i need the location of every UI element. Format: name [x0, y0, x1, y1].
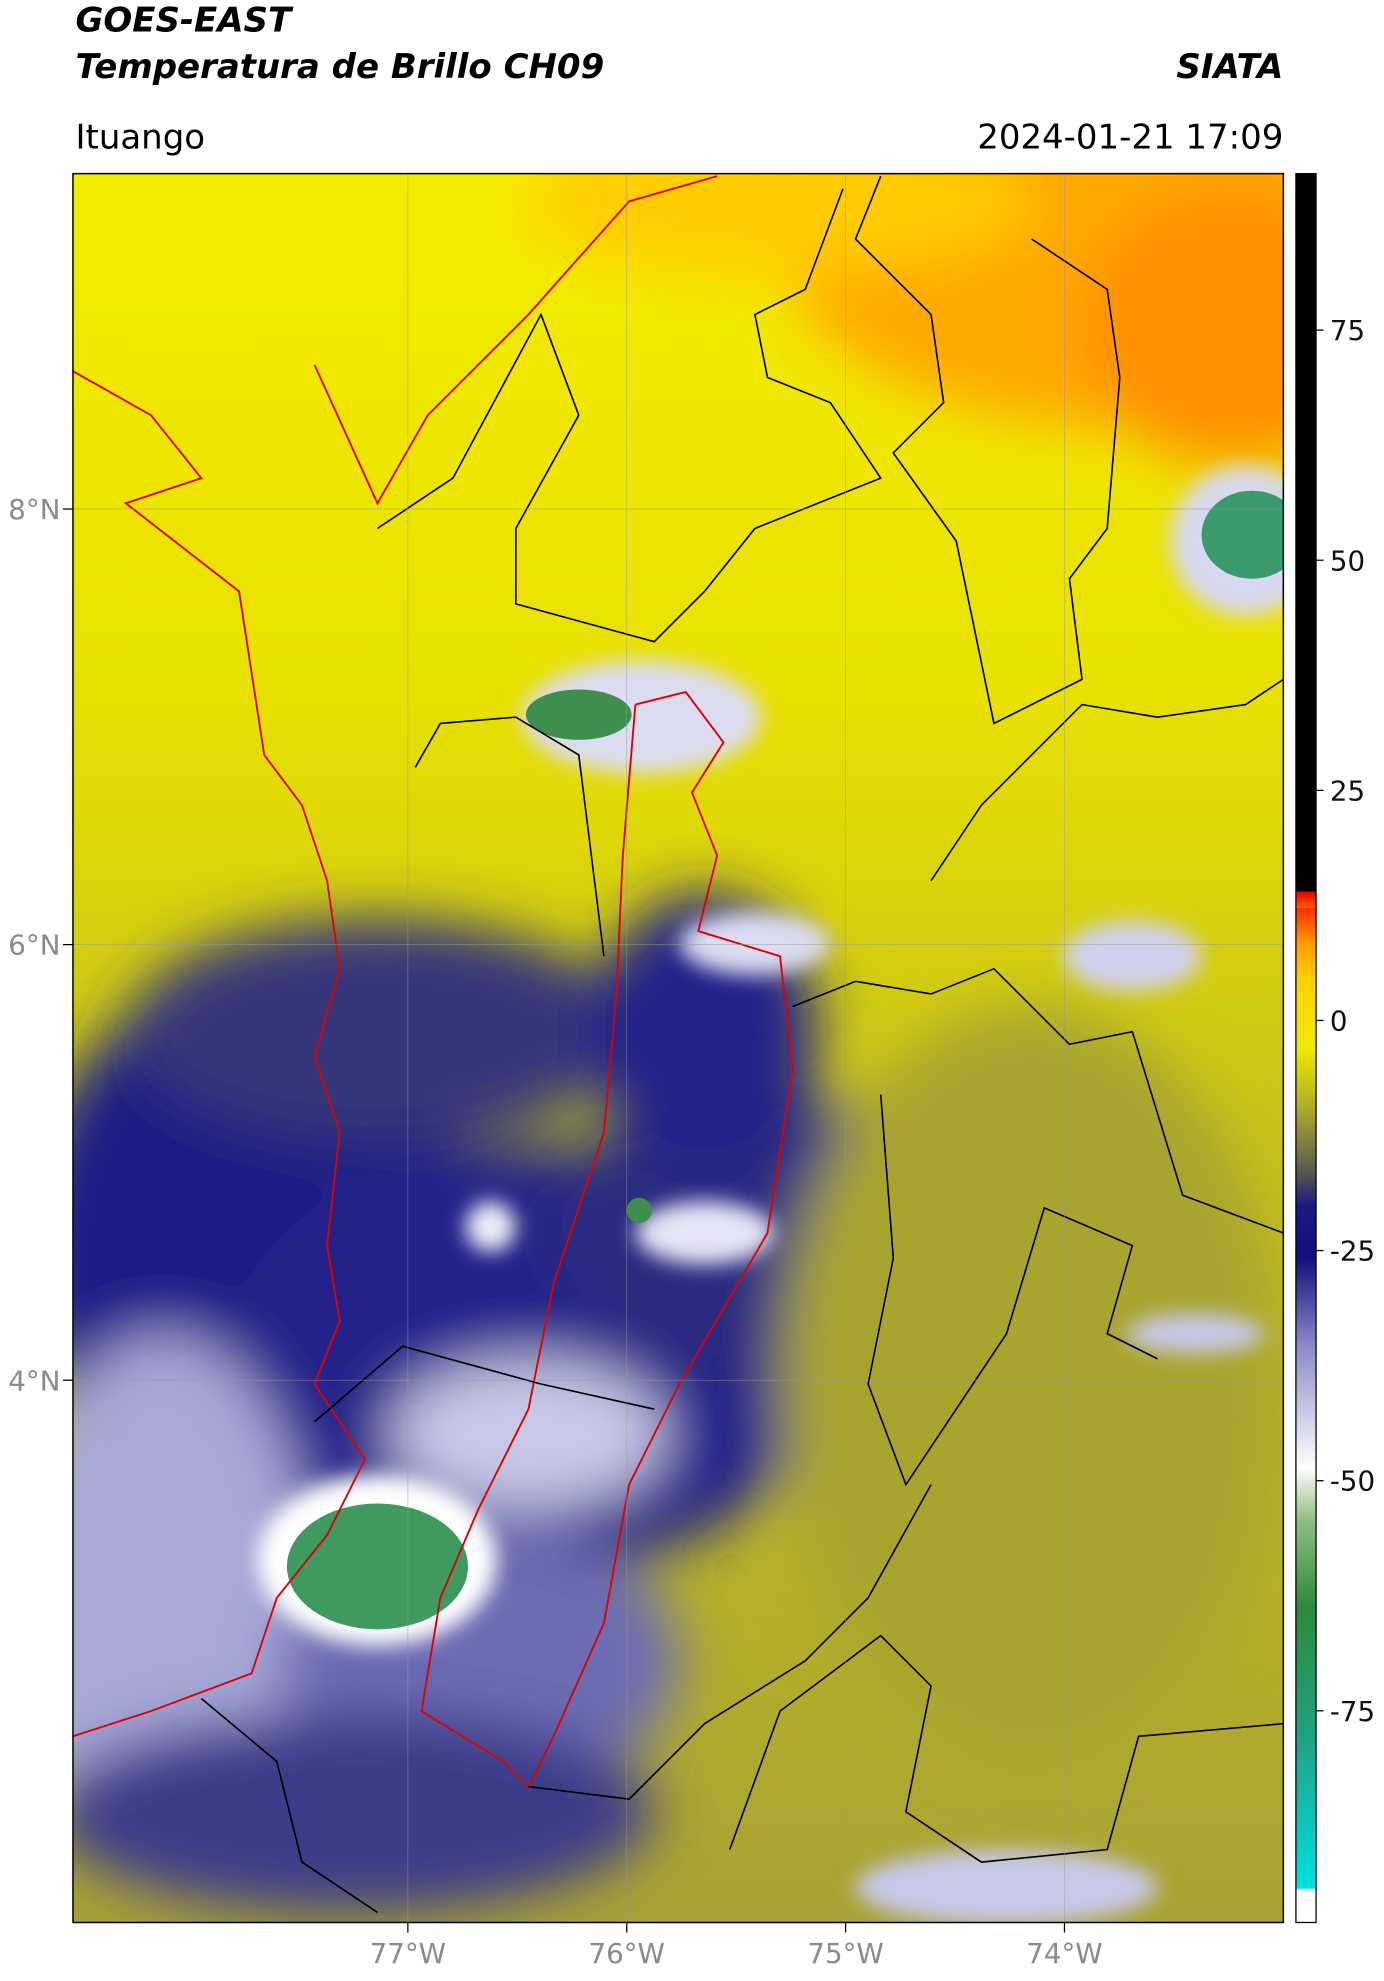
x-tick-label: 77°W — [370, 1937, 446, 1970]
colorbar-tick-label: -50 — [1330, 1465, 1375, 1498]
colorbar-tick-label: 25 — [1330, 774, 1365, 807]
admin-borders — [200, 175, 1284, 1914]
source: SIATA — [1176, 47, 1283, 87]
satellite-image — [72, 173, 1284, 1923]
cold-cloud — [525, 689, 632, 740]
location: Ituango — [75, 117, 205, 157]
region-border — [420, 690, 794, 1789]
cold-cloud — [1201, 490, 1284, 579]
x-tick-label: 75°W — [807, 1937, 883, 1970]
map-frame — [72, 172, 1285, 1924]
colorbar — [1295, 172, 1317, 1924]
colorbar-tick-label: 50 — [1330, 544, 1365, 577]
graticule — [72, 173, 1284, 1923]
cold-cloud — [286, 1503, 469, 1630]
x-tick-label: 76°W — [589, 1937, 665, 1970]
subtitle: Temperatura de Brillo CH09 — [75, 47, 604, 87]
cold-cloud — [626, 1197, 652, 1223]
y-tick-label: 8°N — [8, 493, 60, 526]
datetime: 2024-01-21 17:09 — [977, 117, 1283, 157]
colorbar-tick-label: -75 — [1330, 1695, 1375, 1728]
y-tick-label: 6°N — [8, 929, 60, 962]
coastline — [72, 370, 366, 1738]
colorbar-tick-label: 75 — [1330, 314, 1365, 347]
x-tick-label: 74°W — [1026, 1937, 1102, 1970]
title: GOES-EAST — [75, 0, 293, 40]
colorbar-tick-label: -25 — [1330, 1235, 1375, 1268]
coastline — [313, 175, 718, 506]
colorbar-tick-label: 0 — [1330, 1005, 1348, 1038]
y-tick-label: 4°N — [8, 1364, 60, 1397]
